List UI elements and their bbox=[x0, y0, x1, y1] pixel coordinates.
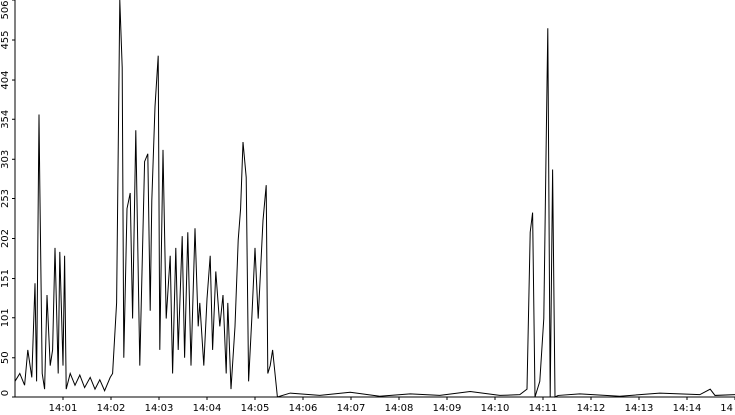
y-tick-label: 101 bbox=[0, 308, 11, 327]
x-tick-label: 14:05 bbox=[241, 403, 270, 414]
x-tick-label: 14:07 bbox=[337, 403, 366, 414]
x-tick-label: 14:04 bbox=[193, 403, 222, 414]
x-tick-label: 14:11 bbox=[529, 403, 558, 414]
x-tick-label: 14:14 bbox=[673, 403, 702, 414]
x-tick-label: 14 bbox=[720, 403, 733, 414]
y-tick-label: 50 bbox=[0, 351, 11, 364]
y-tick-label: 253 bbox=[0, 189, 11, 208]
y-tick-label: 202 bbox=[0, 229, 11, 248]
y-tick-label: 354 bbox=[0, 110, 11, 129]
x-tick-label: 14:12 bbox=[577, 403, 606, 414]
y-tick-label: 455 bbox=[0, 30, 11, 49]
x-tick-label: 14:08 bbox=[385, 403, 414, 414]
x-tick-label: 14:03 bbox=[145, 403, 174, 414]
x-tick-label: 14:01 bbox=[49, 403, 78, 414]
y-tick-label: 404 bbox=[0, 70, 11, 89]
x-tick-label: 14:09 bbox=[433, 403, 462, 414]
x-tick-label: 14:10 bbox=[481, 403, 510, 414]
data-line bbox=[14, 0, 735, 398]
x-tick-label: 14:02 bbox=[97, 403, 126, 414]
y-tick-label: 151 bbox=[0, 269, 11, 288]
y-tick-label: 506 bbox=[0, 0, 11, 19]
x-tick-label: 14:06 bbox=[289, 403, 318, 414]
y-tick-label: 0 bbox=[0, 390, 11, 396]
x-tick-label: 14:13 bbox=[625, 403, 654, 414]
y-tick-label: 303 bbox=[0, 150, 11, 169]
